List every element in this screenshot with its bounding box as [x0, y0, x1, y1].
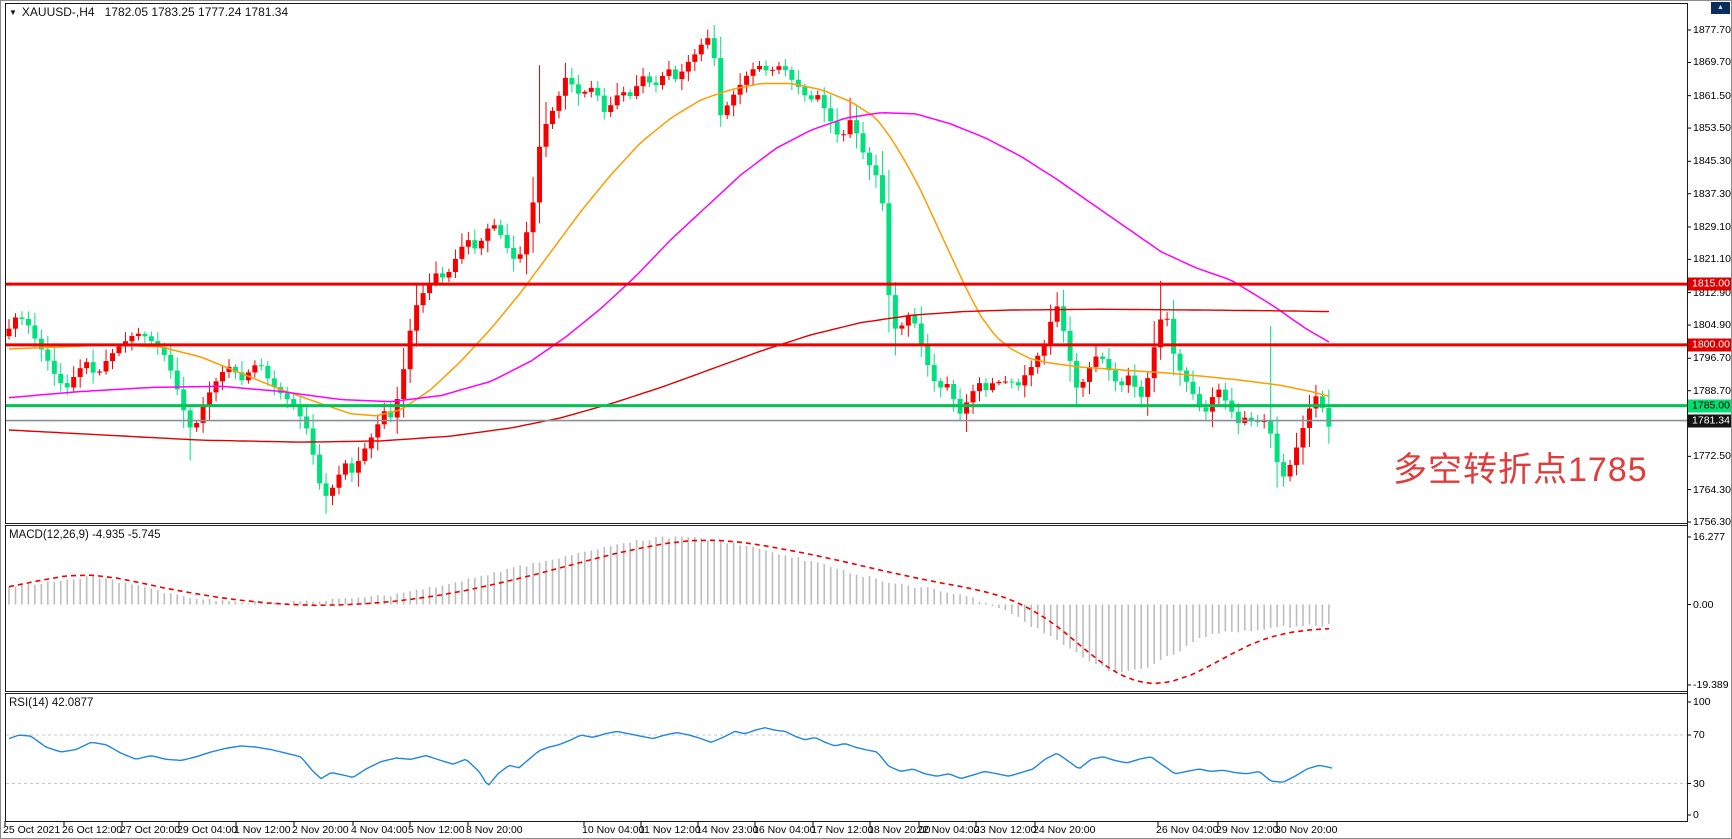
- price-tick-label: 1756.30: [1693, 516, 1731, 528]
- time-tick-label: 17 Nov 12:00: [811, 824, 874, 836]
- price-tick-label: 1804.90: [1693, 319, 1731, 332]
- time-tick-label: 26 Nov 04:00: [1156, 824, 1219, 836]
- rsi-line: [8, 726, 1333, 786]
- ma-fast-orange: [8, 82, 1330, 417]
- time-tick-label: 30 Nov 20:00: [1275, 824, 1338, 836]
- price-tick-label: 1845.30: [1693, 155, 1731, 168]
- time-tick-label: 22 Nov 04:00: [917, 824, 980, 836]
- time-axis-line: [5, 821, 1688, 822]
- ma-mid-magenta: [8, 112, 1330, 403]
- time-tick-label: 2 Nov 20:00: [292, 824, 349, 836]
- rsi-tick-label: 0: [1693, 809, 1699, 821]
- ohlc-values: 1782.05 1783.25 1777.24 1781.34: [104, 5, 289, 19]
- macd-signal-line: [8, 539, 1330, 685]
- rsi-tick-label: 30: [1693, 777, 1705, 790]
- price-tick-label: 1861.50: [1693, 89, 1731, 102]
- price-tick-label: 1877.70: [1693, 24, 1731, 36]
- frame-top: [5, 3, 1687, 4]
- price-flag-1815.00: 1815.00: [1688, 277, 1731, 291]
- price-tick-label: 1869.70: [1693, 56, 1731, 69]
- rsi-label: RSI(14) 42.0877: [9, 697, 94, 709]
- price-tick-label: 1772.50: [1693, 450, 1731, 463]
- title-bar: ▼ XAUUSD-,H4 1782.05 1783.25 1777.24 1781.…: [9, 5, 288, 19]
- macd-tick-label: 16.277: [1693, 530, 1726, 543]
- time-tick-label: 8 Nov 20:00: [466, 824, 523, 836]
- frame-left: [5, 3, 6, 821]
- rsi-tick-label: 100: [1693, 696, 1711, 708]
- time-tick-label: 29 Nov 12:00: [1216, 824, 1279, 836]
- time-tick-label: 24 Nov 20:00: [1033, 824, 1096, 836]
- price-flag-1785.00: 1785.00: [1688, 399, 1731, 413]
- time-tick-label: 1 Nov 12:00: [234, 824, 291, 836]
- time-tick-label: 25 Oct 2021: [3, 824, 61, 836]
- time-tick-label: 4 Nov 04:00: [351, 824, 408, 836]
- time-tick-label: 14 Nov 23:00: [696, 824, 759, 836]
- ma-slow-red: [8, 308, 1330, 443]
- price-tick-label: 1821.10: [1693, 253, 1731, 266]
- macd-tick-label: -19.389: [1693, 678, 1729, 691]
- separator-main-macd[interactable]: [5, 523, 1687, 526]
- time-tick-label: 16 Nov 04:00: [753, 824, 816, 836]
- price-tick-label: 1796.70: [1693, 352, 1731, 365]
- price-tick-label: 1829.10: [1693, 220, 1731, 233]
- price-tick-label: 1764.30: [1693, 483, 1731, 496]
- macd-label: MACD(12,26,9) -4.935 -5.745: [9, 529, 161, 541]
- time-tick-label: 5 Nov 12:00: [408, 824, 465, 836]
- macd-tick-label: 0.00: [1693, 598, 1714, 611]
- symbol-period-label: XAUUSD-,H4: [21, 5, 95, 19]
- time-tick-label: 10 Nov 04:00: [582, 824, 645, 836]
- price-tick-label: 1837.30: [1693, 187, 1731, 200]
- time-tick-label: 27 Oct 20:00: [120, 824, 181, 836]
- price-axis-line: [1687, 3, 1688, 821]
- price-tick-label: 1853.50: [1693, 122, 1731, 135]
- price-flag-1781.34: 1781.34: [1688, 414, 1731, 428]
- price-flag-1800.00: 1800.00: [1688, 338, 1731, 352]
- time-tick-label: 26 Oct 12:00: [62, 824, 123, 836]
- time-tick-label: 29 Oct 04:00: [177, 824, 238, 836]
- annotation-text[interactable]: 多空转折点1785: [1393, 451, 1648, 489]
- time-tick-label: 23 Nov 12:00: [974, 824, 1037, 836]
- separator-macd-rsi[interactable]: [5, 691, 1687, 694]
- time-tick-label: 11 Nov 12:00: [639, 824, 701, 836]
- symbol-dropdown-icon[interactable]: ▼: [9, 8, 17, 17]
- rsi-tick-label: 70: [1693, 729, 1705, 741]
- scroll-up-button[interactable]: ▲: [1711, 2, 1730, 14]
- price-tick-label: 1788.70: [1693, 384, 1731, 397]
- time-tick-label: 18 Nov 20:00: [868, 824, 931, 836]
